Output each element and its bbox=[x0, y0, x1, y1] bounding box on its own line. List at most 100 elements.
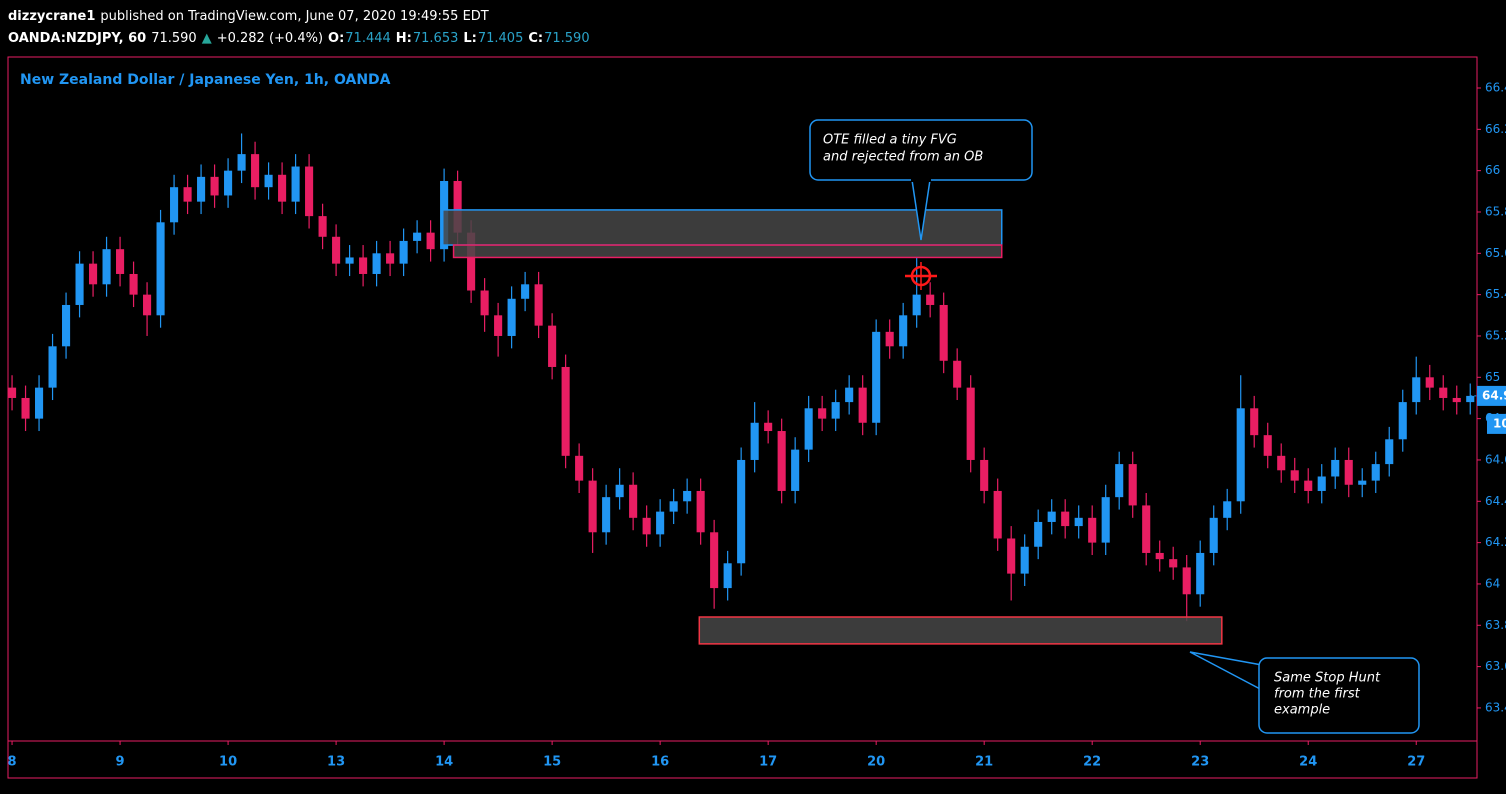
candle-body bbox=[534, 284, 543, 326]
header-line: OANDA:NZDJPY, 60 71.590 ▲ +0.282 (+0.4%)… bbox=[8, 28, 590, 50]
callout-box bbox=[1258, 657, 1420, 734]
candle-body bbox=[507, 298, 516, 336]
candle-body bbox=[116, 249, 125, 274]
candle-body bbox=[1061, 511, 1070, 527]
y-tick-label: 66 bbox=[1485, 163, 1500, 177]
candle-body bbox=[332, 236, 341, 264]
last-price-label: 64.91 bbox=[1482, 388, 1506, 402]
candle-body bbox=[1115, 464, 1124, 498]
candle-body bbox=[1250, 408, 1259, 436]
ohlc-value: 71.590 bbox=[544, 31, 590, 46]
candle-body bbox=[1317, 476, 1326, 491]
candle-body bbox=[1047, 511, 1056, 522]
annotation-line: from the first bbox=[1274, 687, 1361, 702]
zone bbox=[442, 209, 1003, 246]
candle-body bbox=[21, 397, 30, 419]
candle-body bbox=[237, 154, 246, 171]
candle-body bbox=[1290, 470, 1299, 481]
callout-joint bbox=[911, 178, 931, 182]
candle-body bbox=[210, 176, 219, 196]
candle-body bbox=[305, 166, 314, 217]
candle-body bbox=[1425, 377, 1434, 388]
candle-body bbox=[1020, 546, 1029, 574]
candle-body bbox=[1155, 552, 1164, 560]
y-tick-label: 66.4 bbox=[1485, 80, 1506, 94]
callout-pointer bbox=[1189, 651, 1263, 691]
candle-body bbox=[777, 431, 786, 491]
candle-body bbox=[656, 511, 665, 535]
candle-body bbox=[467, 232, 476, 291]
candle-body bbox=[885, 331, 894, 347]
candle-body bbox=[548, 325, 557, 367]
ohlc-value: 71.444 bbox=[345, 31, 391, 46]
ohlc-label: O: bbox=[328, 31, 345, 46]
annotation-line: OTE filled a tiny FVG bbox=[823, 133, 957, 148]
y-tick-label: 65.6 bbox=[1485, 246, 1506, 260]
y-tick-label: 64.6 bbox=[1485, 452, 1506, 466]
ohlc-value: 71.405 bbox=[477, 31, 524, 46]
candle-body bbox=[1088, 517, 1097, 543]
candle-body bbox=[1142, 505, 1151, 553]
candle-body bbox=[62, 304, 71, 347]
candle-body bbox=[278, 174, 287, 202]
candle-body bbox=[831, 402, 840, 419]
countdown-box bbox=[1487, 413, 1506, 434]
candle-body bbox=[1439, 387, 1448, 398]
x-tick-label: 24 bbox=[1299, 755, 1317, 770]
candle-body bbox=[737, 459, 746, 564]
change: +0.282 (+0.4%) bbox=[216, 31, 324, 46]
x-tick-label: 22 bbox=[1083, 755, 1101, 770]
candle-body bbox=[966, 387, 975, 460]
y-tick-label: 64.2 bbox=[1485, 535, 1506, 549]
candle-body bbox=[926, 294, 935, 305]
countdown: 10 bbox=[1493, 416, 1506, 430]
zone bbox=[698, 616, 1223, 645]
zone bbox=[452, 244, 1003, 259]
candle-body bbox=[170, 187, 179, 223]
candle-body bbox=[156, 222, 165, 316]
callout-pointer bbox=[911, 179, 931, 241]
candle-body bbox=[858, 387, 867, 423]
candle-body bbox=[264, 174, 273, 188]
callout: Same Stop Hunt from the first example bbox=[1189, 651, 1420, 734]
candle-body bbox=[1304, 480, 1313, 491]
candle-body bbox=[1371, 464, 1380, 481]
candle-body bbox=[1344, 459, 1353, 485]
y-tick-label: 63.4 bbox=[1485, 700, 1506, 714]
ohlc-label: L: bbox=[463, 31, 477, 46]
candle-body bbox=[413, 232, 422, 241]
x-tick-label: 10 bbox=[219, 755, 237, 770]
candle-body bbox=[48, 346, 57, 388]
candle-body bbox=[8, 387, 17, 398]
y-tick-label: 63.8 bbox=[1485, 618, 1506, 632]
ohlc-value: 71.653 bbox=[412, 31, 459, 46]
candle-body bbox=[359, 257, 368, 274]
candle-body bbox=[1034, 521, 1043, 547]
candle-body bbox=[1007, 538, 1016, 574]
candle-body bbox=[89, 263, 98, 285]
y-tick-label: 65.2 bbox=[1485, 328, 1506, 342]
ohlc-label: C: bbox=[528, 31, 544, 46]
candle-body bbox=[1412, 377, 1421, 403]
candle-body bbox=[615, 484, 624, 498]
candle-body bbox=[386, 253, 395, 264]
candle-body bbox=[872, 331, 881, 423]
x-tick-label: 23 bbox=[1191, 755, 1209, 770]
candle-body bbox=[575, 455, 584, 481]
candle-body bbox=[251, 154, 260, 188]
candle-body bbox=[980, 459, 989, 491]
candle-body bbox=[1128, 464, 1137, 506]
annotation-line: Same Stop Hunt bbox=[1274, 671, 1381, 686]
candle-body bbox=[35, 387, 44, 419]
y-tick-label: 65 bbox=[1485, 370, 1500, 384]
x-tick-label: 13 bbox=[327, 755, 345, 770]
chart-frame bbox=[7, 56, 1478, 779]
candle-body bbox=[1331, 459, 1340, 477]
candle-body bbox=[1209, 517, 1218, 553]
candle-body bbox=[399, 240, 408, 264]
candle-body bbox=[318, 216, 327, 237]
candle-body bbox=[426, 232, 435, 250]
candle-body bbox=[1196, 552, 1205, 595]
candle-body bbox=[1385, 439, 1394, 465]
